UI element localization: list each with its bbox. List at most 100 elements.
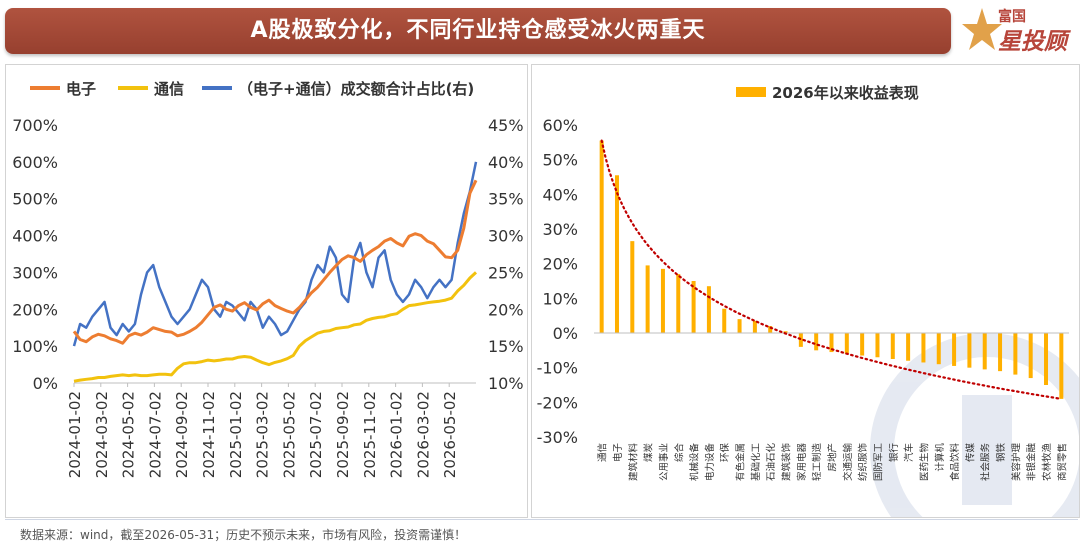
y-left-tick-label: 400% [12,227,58,246]
y-left-tick-label: 300% [12,263,58,282]
series-line-share [72,161,478,347]
x-category-label: 综合 [673,443,685,463]
bar-9 [737,319,742,333]
y-right-tick-label: 30% [488,227,524,246]
x-category-label: 电子 [612,443,624,463]
bar-22 [936,333,941,365]
watermark-logo [870,333,1079,517]
x-category-label: 传媒 [964,443,976,463]
series-line-electronics [72,179,478,345]
x-tick-label: 2025-09-02 [334,391,352,478]
footer-source: 数据来源：wind，截至2026-05-31；历史不预示未来，市场有风险，投资需… [20,528,467,542]
x-category-label: 医药生物 [918,443,930,482]
x-category-label: 建筑装饰 [781,443,793,481]
x-category-label: 计算机 [934,443,946,472]
watermark-bar [962,395,1012,505]
y-right-tick-label: 45% [488,116,524,135]
x-tick-label: 2025-07-02 [307,391,325,478]
x-tick-label: 2026-05-02 [441,391,459,478]
bar-3 [645,265,650,333]
watermark-ring [870,333,1079,517]
bar-8 [722,308,727,333]
x-category-label: 通信 [597,443,609,462]
y-tick-label: 60% [542,116,578,135]
title-banner: A股极致分化，不同行业持仓感受冰火两重天 [5,8,951,54]
x-category-label: 非银金融 [1026,443,1038,482]
bar-20 [906,333,911,361]
trendline [600,139,1063,400]
page-title: A股极致分化，不同行业持仓感受冰火两重天 [250,18,706,43]
line-chart: 0% 100% 200% 300% 400% 500% 600% 700% 10% 15% 20% 2… [12,80,524,478]
y-tick-label: 10% [542,289,578,308]
x-category-label: 社会服务 [980,443,992,482]
bar-2 [630,241,635,333]
x-category-label: 电力设备 [704,443,716,482]
x-category-label: 轻工制造 [811,443,823,482]
x-tick-label: 2024-05-02 [120,391,138,478]
logo-line2: 星投顾 [998,29,1067,55]
logo-line1: 富国 [998,9,1026,25]
y-tick-label: 40% [542,185,578,204]
bar-25 [982,333,987,370]
x-tick-label: 2024-09-02 [173,391,191,478]
x-tick-label: 2026-01-02 [388,391,406,478]
line-chart-panel: 0% 100% 200% 300% 400% 500% 600% 700% 10% 15% 20% 2… [5,64,528,518]
y-tick-label: 0% [553,324,578,343]
bar-16 [844,333,849,354]
x-tick-label: 2025-11-02 [361,391,379,478]
x-category-label: 有色金属 [735,443,747,481]
bar-14 [814,333,819,351]
star-logo-icon [962,8,1002,50]
x-category-label: 汽车 [903,443,915,462]
y-tick-label: 20% [542,255,578,274]
y-right-tick-label: 40% [488,153,524,172]
bar-11 [768,326,773,333]
legend-label-electronics: 电子 [66,80,96,98]
bar-10 [752,320,757,333]
y-tick-label: -20% [537,393,578,412]
bar-18 [875,333,880,358]
y-right-tick-label: 10% [488,374,524,393]
y-left-tick-label: 700% [12,116,58,135]
bar-27 [1013,333,1018,375]
bar-24 [967,333,972,368]
y-right-tick-label: 25% [488,263,524,282]
y-right-tick-label: 20% [488,300,524,319]
bar-12 [783,331,788,333]
bar-23 [952,333,957,366]
footer-divider [5,519,1078,520]
bar-28 [1028,333,1033,379]
bar-13 [798,333,803,347]
x-category-label: 美容护理 [1010,443,1022,482]
legend-swatch-bar [736,87,766,97]
bar-17 [860,333,865,356]
legend-label-share: （电子+通信）成交额合计占比(右) [238,80,474,98]
bar-30 [1059,333,1064,399]
x-category-label: 国防军工 [872,443,884,482]
x-tick-label: 2024-11-02 [200,391,218,478]
brand-logo: 富国 星投顾 [962,4,1074,60]
x-tick-label: 2025-03-02 [254,391,272,478]
series-line-telecom [73,271,478,383]
bar-0 [599,140,604,333]
bar-26 [998,333,1003,372]
x-category-label: 食品饮料 [949,443,961,482]
x-tick-label: 2026-03-02 [414,391,432,478]
x-category-label: 农林牧渔 [1041,443,1053,482]
bar-1 [614,175,619,333]
bar-5 [676,274,681,333]
y-left-tick-label: 200% [12,300,58,319]
bar-29 [1044,333,1049,385]
y-tick-label: 50% [542,151,578,170]
x-tick-label: 2024-07-02 [146,391,164,478]
x-category-label: 煤炭 [643,443,655,463]
x-tick-label: 2025-01-02 [227,391,245,478]
x-category-label: 基础化工 [750,443,762,482]
legend-label-telecom: 通信 [154,80,184,98]
bar-7 [706,286,711,333]
x-category-label: 公用事业 [658,443,670,481]
x-category-label: 机械设备 [689,443,701,482]
x-tick-label: 2024-03-02 [93,391,111,478]
x-tick-label: 2025-05-02 [280,391,298,478]
y-right-tick-label: 15% [488,337,524,356]
